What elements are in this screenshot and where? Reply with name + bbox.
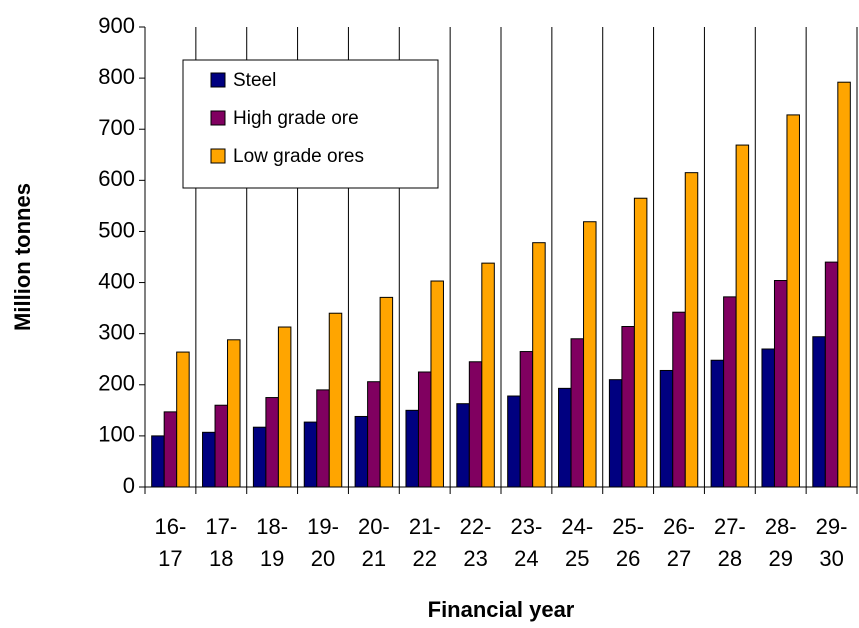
bar (621, 326, 635, 488)
bar (214, 404, 229, 488)
y-tick-label: 300 (98, 319, 135, 344)
legend-swatch (210, 148, 226, 164)
bar (405, 409, 419, 488)
bar (519, 351, 534, 488)
bar (481, 262, 495, 488)
x-tick-label: 18 (209, 546, 233, 571)
bar (507, 395, 521, 488)
bar (773, 280, 788, 488)
x-tick-label: 26 (616, 546, 640, 571)
bar (379, 296, 394, 488)
y-tick-label: 200 (98, 371, 135, 396)
x-tick-label: 30 (819, 546, 843, 571)
bar (633, 197, 648, 488)
bar (163, 411, 178, 488)
bar (354, 415, 369, 488)
bar (367, 381, 381, 488)
bar (532, 242, 546, 488)
y-tick-label: 400 (98, 268, 135, 293)
bar (456, 403, 470, 488)
x-tick-label: 17 (158, 546, 182, 571)
x-tick-label: 21 (362, 546, 386, 571)
y-axis-title: Million tonnes (10, 183, 35, 331)
y-tick-label: 0 (123, 473, 135, 498)
bar (468, 361, 483, 488)
bar (303, 421, 318, 488)
bar (710, 359, 725, 488)
x-tick-label: 28 (718, 546, 742, 571)
legend-label: Low grade ores (233, 146, 364, 167)
y-tick-label: 500 (98, 217, 135, 242)
x-tick-label: 29- (816, 514, 848, 539)
legend-label: Steel (233, 70, 276, 91)
bar (786, 114, 800, 488)
x-tick-label: 23- (511, 514, 543, 539)
x-tick-label: 28- (765, 514, 797, 539)
x-tick-label: 25- (612, 514, 644, 539)
x-tick-label: 19 (260, 546, 284, 571)
bar (761, 348, 775, 488)
x-tick-label: 23 (463, 546, 487, 571)
x-tick-label: 21- (409, 514, 441, 539)
legend-swatch (210, 110, 226, 126)
bar (265, 397, 279, 488)
x-tick-label: 27 (667, 546, 691, 571)
x-tick-label: 26- (663, 514, 695, 539)
y-tick-label: 100 (98, 422, 135, 447)
bar (723, 296, 737, 488)
bar (227, 339, 241, 488)
x-tick-label: 16- (155, 514, 187, 539)
x-tick-label: 20 (311, 546, 335, 571)
bar (824, 261, 839, 488)
x-tick-label: 22- (460, 514, 492, 539)
y-tick-label: 900 (98, 13, 135, 38)
legend-swatch (210, 72, 226, 88)
bar (277, 326, 292, 488)
x-tick-label: 18- (256, 514, 288, 539)
bar (684, 172, 699, 488)
bar (812, 336, 826, 488)
y-tick-label: 600 (98, 166, 135, 191)
x-tick-label: 29 (768, 546, 792, 571)
y-tick-label: 800 (98, 64, 135, 89)
x-tick-label: 22 (412, 546, 436, 571)
bar (570, 338, 585, 488)
x-tick-label: 17- (205, 514, 237, 539)
legend-label: High grade ore (233, 108, 359, 129)
x-tick-label: 27- (714, 514, 746, 539)
x-tick-label: 24- (561, 514, 593, 539)
y-tick-label: 700 (98, 115, 135, 140)
bar (430, 280, 444, 488)
bar (558, 387, 572, 488)
bar (837, 81, 851, 488)
bar (672, 311, 686, 488)
bar (151, 435, 165, 488)
x-tick-label: 24 (514, 546, 538, 571)
bar (659, 369, 674, 488)
bar (608, 379, 623, 488)
x-axis-title: Financial year (428, 597, 575, 622)
bar (176, 351, 190, 488)
x-tick-label: 20- (358, 514, 390, 539)
bar (583, 221, 597, 488)
bar (328, 312, 343, 488)
x-tick-label: 25 (565, 546, 589, 571)
bar (417, 371, 432, 488)
bar (735, 144, 750, 488)
x-tick-label: 19- (307, 514, 339, 539)
bar (252, 426, 267, 488)
bar (202, 431, 216, 488)
bar (316, 389, 330, 488)
